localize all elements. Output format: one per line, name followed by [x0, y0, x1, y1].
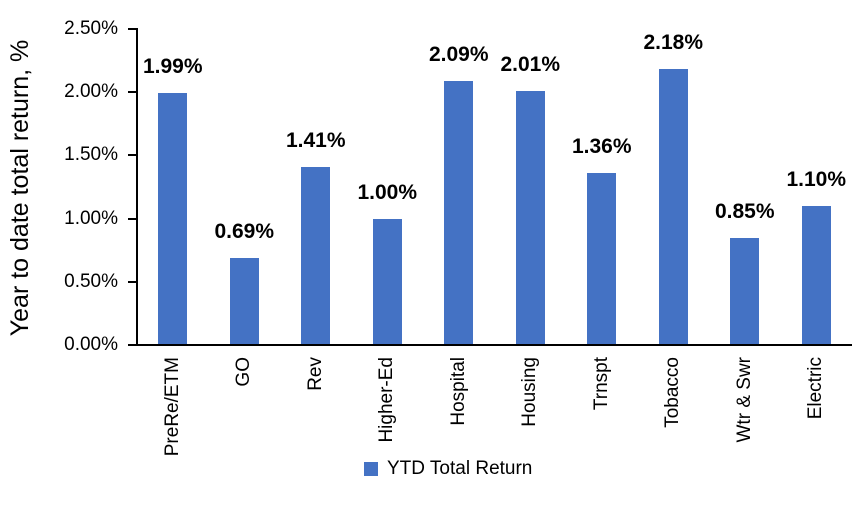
- bar-value-label: 0.85%: [714, 199, 775, 223]
- category-label: Hospital: [447, 357, 469, 426]
- category-label: Higher-Ed: [376, 357, 398, 443]
- category-label: PreRe/ETM: [161, 357, 183, 457]
- bar-value-label: 2.09%: [428, 42, 489, 66]
- bar-value-label: 1.10%: [786, 167, 847, 191]
- bar-value-label: 2.18%: [643, 31, 704, 55]
- y-tick-mark: [128, 154, 137, 157]
- category-label: Wtr & Swr: [733, 357, 755, 443]
- category-label: Rev: [304, 357, 326, 391]
- y-tick-mark: [128, 91, 137, 94]
- x-axis-line: [128, 344, 852, 346]
- category-label: Tobacco: [662, 357, 684, 428]
- bar: [444, 80, 474, 345]
- bar-value-label: 1.41%: [285, 128, 346, 152]
- legend-label: YTD Total Return: [387, 458, 533, 479]
- bar: [158, 93, 188, 345]
- bar: [372, 218, 402, 345]
- y-tick-mark: [128, 217, 137, 220]
- category-label: Electric: [805, 357, 827, 420]
- y-tick-label: 2.50%: [64, 18, 118, 39]
- legend: YTD Total Return: [364, 457, 532, 481]
- y-tick-mark: [128, 28, 137, 30]
- y-tick-label: 0.50%: [64, 270, 118, 292]
- bar: [515, 90, 545, 345]
- y-tick-label: 0.00%: [64, 334, 118, 355]
- y-tick-label: 1.00%: [64, 207, 118, 229]
- y-tick-label: 2.00%: [64, 81, 118, 103]
- bar-value-label: 1.36%: [571, 135, 632, 159]
- y-tick-label: 1.50%: [64, 144, 118, 166]
- bar-value-label: 1.99%: [142, 55, 203, 79]
- legend-swatch-icon: [364, 462, 378, 476]
- y-tick-mark: [128, 280, 137, 283]
- bar: [229, 257, 259, 345]
- category-label: GO: [233, 357, 255, 387]
- y-axis-line: [136, 28, 138, 346]
- bar: [658, 69, 688, 345]
- category-label: Trnspt: [590, 357, 612, 411]
- bar: [587, 173, 617, 345]
- bar: [301, 166, 331, 345]
- bar-value-label: 1.00%: [357, 180, 418, 204]
- bar-value-label: 0.69%: [214, 219, 275, 243]
- y-axis-title: Year to date total return, %: [6, 39, 34, 337]
- bar: [801, 205, 831, 345]
- bar: [730, 237, 760, 345]
- bar-value-label: 2.01%: [500, 52, 561, 76]
- category-label: Housing: [519, 357, 541, 427]
